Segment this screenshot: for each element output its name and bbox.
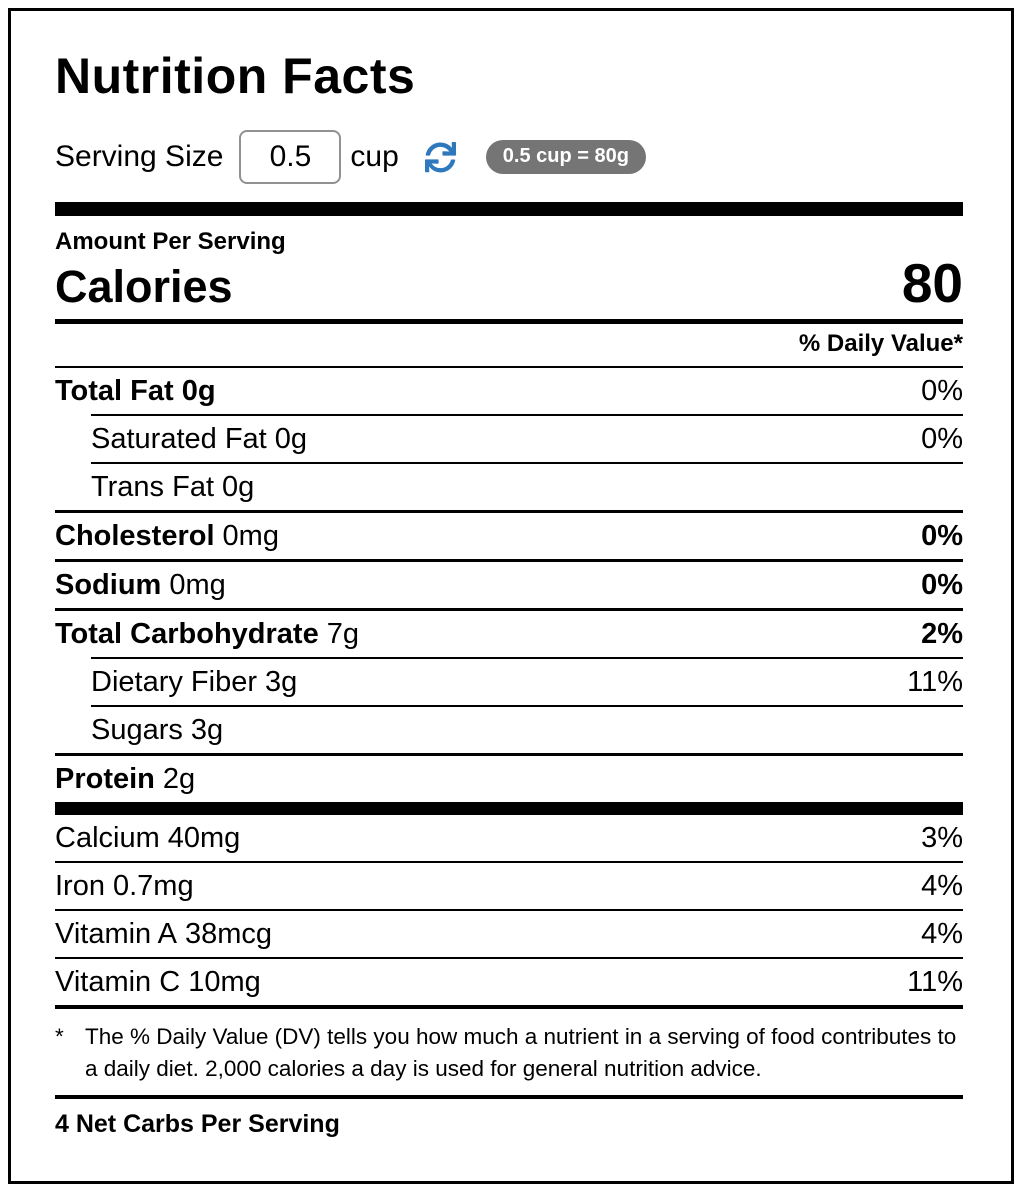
divider	[55, 753, 963, 756]
nutrient-dv: 3%	[921, 821, 963, 854]
nutrient-amount: 0g	[181, 374, 216, 407]
thick-divider-middle	[55, 802, 963, 815]
nutrient-dv: 11%	[907, 965, 963, 998]
divider	[91, 657, 963, 659]
micronutrient-row-vitamin-c: Vitamin C 10mg 11%	[55, 959, 963, 1005]
divider	[55, 909, 963, 911]
nutrient-name: Iron	[55, 869, 105, 902]
divider	[91, 414, 963, 416]
nutrient-amount: 40mg	[167, 821, 241, 854]
nutrient-amount: 0.7mg	[112, 869, 194, 902]
thick-divider-top	[55, 202, 963, 216]
nutrient-name: Trans Fat	[91, 470, 215, 503]
daily-value-header: % Daily Value*	[798, 330, 963, 357]
nutrient-dv: 0%	[921, 519, 963, 552]
nutrient-row-protein: Protein 2g	[55, 756, 963, 802]
nutrient-amount: 3g	[265, 665, 298, 698]
nutrient-row-sugars: Sugars 3g	[55, 707, 963, 753]
nutrient-name: Sugars	[91, 713, 183, 746]
nutrient-amount: 2g	[162, 762, 196, 795]
nutrient-dv: 0%	[921, 568, 963, 601]
nutrient-amount: 0mg	[169, 568, 226, 601]
refresh-button[interactable]	[424, 141, 456, 173]
calories-value: 80	[901, 252, 963, 314]
divider	[55, 366, 963, 368]
nutrient-name: Vitamin C	[55, 965, 181, 998]
amount-per-serving-heading: Amount Per Serving	[55, 228, 286, 255]
nutrient-name: Calcium	[55, 821, 160, 854]
calories-row: Calories 80	[55, 256, 963, 319]
nutrient-amount: 0g	[274, 422, 307, 455]
nutrient-name: Dietary Fiber	[91, 665, 257, 698]
nutrient-row-cholesterol: Cholesterol 0mg 0%	[55, 513, 963, 559]
micronutrient-row-vitamin-a: Vitamin A 38mcg 4%	[55, 911, 963, 957]
nutrient-dv: 11%	[907, 665, 963, 698]
nutrient-amount: 3g	[190, 713, 224, 746]
nutrient-dv: 4%	[921, 869, 963, 902]
nutrient-dv: 4%	[921, 917, 963, 950]
nutrient-dv: 0%	[921, 374, 963, 407]
serving-size-label: Serving Size	[55, 140, 224, 173]
micronutrient-row-calcium: Calcium 40mg 3%	[55, 815, 963, 861]
nutrient-row-dietary-fiber: Dietary Fiber 3g 11%	[55, 659, 963, 705]
serving-conversion-badge: 0.5 cup = 80g	[485, 140, 646, 174]
nutrient-name: Total Carbohydrate	[55, 617, 319, 650]
divider	[91, 705, 963, 707]
calories-label: Calories	[55, 260, 233, 312]
serving-size-row: Serving Size cup 0.5 cup = 80g	[55, 128, 963, 186]
nutrient-dv: 0%	[921, 422, 963, 455]
nutrient-row-total-fat: Total Fat 0g 0%	[55, 368, 963, 414]
nutrient-row-saturated-fat: Saturated Fat 0g 0%	[55, 416, 963, 462]
divider	[55, 861, 963, 863]
divider	[55, 608, 963, 611]
nutrient-name: Cholesterol	[55, 519, 215, 552]
nutrient-amount: 10mg	[188, 965, 261, 998]
divider	[55, 510, 963, 513]
nutrient-amount: 0mg	[222, 519, 279, 552]
divider	[55, 319, 963, 324]
nutrient-name: Saturated Fat	[91, 422, 267, 455]
nutrient-name: Sodium	[55, 568, 162, 601]
net-carbs-summary: 4 Net Carbs Per Serving	[55, 1110, 340, 1138]
nutrient-amount: 38mcg	[184, 917, 273, 950]
nutrient-amount: 7g	[326, 617, 359, 650]
divider	[91, 462, 963, 464]
divider	[55, 1095, 963, 1099]
serving-size-input[interactable]	[239, 130, 342, 184]
divider	[55, 957, 963, 959]
nutrition-facts-label: Nutrition Facts Serving Size cup 0.5 cup…	[8, 8, 1014, 1184]
divider	[55, 1005, 963, 1009]
footnote-asterisk: *	[55, 1024, 64, 1049]
nutrient-dv: 2%	[921, 617, 963, 650]
nutrient-amount: 0g	[222, 470, 255, 503]
divider	[55, 559, 963, 562]
nutrient-row-sodium: Sodium 0mg 0%	[55, 562, 963, 608]
nutrient-name: Vitamin A	[55, 917, 177, 950]
page-title: Nutrition Facts	[55, 48, 416, 104]
refresh-icon	[424, 141, 456, 173]
serving-unit-label: cup	[350, 140, 399, 173]
micronutrient-row-iron: Iron 0.7mg 4%	[55, 863, 963, 909]
daily-value-footnote: * The % Daily Value (DV) tells you how m…	[55, 1021, 963, 1095]
nutrient-row-total-carbohydrate: Total Carbohydrate 7g 2%	[55, 611, 963, 657]
footnote-text: The % Daily Value (DV) tells you how muc…	[85, 1024, 957, 1081]
nutrient-name: Protein	[55, 762, 155, 795]
nutrient-row-trans-fat: Trans Fat 0g	[55, 464, 963, 510]
nutrient-name: Total Fat	[55, 374, 174, 407]
